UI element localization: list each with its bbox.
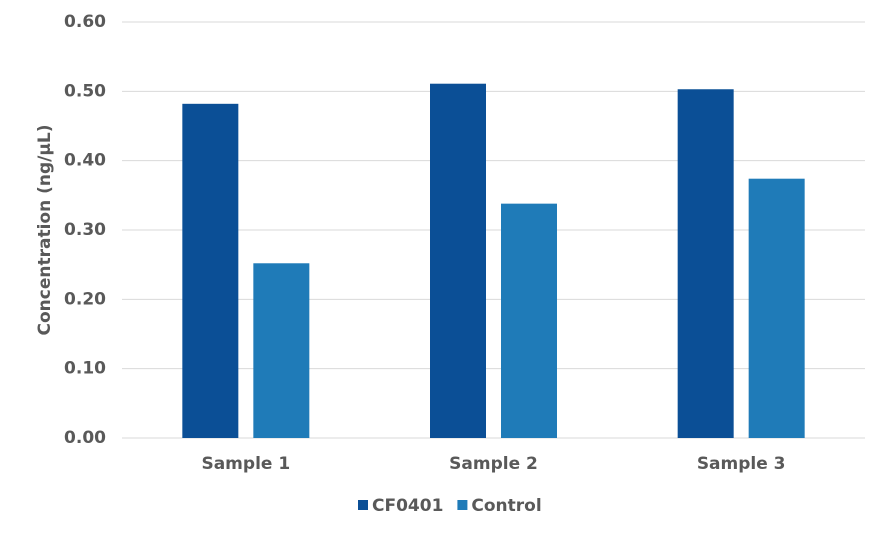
x-tick-label: Sample 1	[201, 454, 290, 474]
legend-swatch	[358, 500, 368, 510]
bar	[677, 89, 734, 439]
bar	[182, 103, 239, 439]
bar	[253, 263, 310, 438]
legend-label: CF0401	[372, 496, 443, 516]
y-tick-label: 0.20	[64, 289, 106, 309]
x-tick-label: Sample 2	[449, 454, 538, 474]
legend-swatch	[457, 500, 468, 510]
legend-label: Control	[471, 496, 541, 516]
y-tick-label: 0.30	[64, 220, 106, 240]
y-tick-label: 0.50	[64, 81, 106, 101]
bar	[501, 203, 557, 438]
y-tick-label: 0.60	[64, 12, 106, 32]
bar	[748, 178, 805, 438]
y-tick-label: 0.00	[64, 428, 106, 448]
y-tick-label: 0.40	[64, 151, 106, 171]
y-tick-label: 0.10	[64, 359, 106, 379]
y-axis-title: Concentration (ng/µL)	[35, 125, 55, 336]
x-tick-label: Sample 3	[697, 454, 786, 474]
bar	[430, 83, 486, 438]
